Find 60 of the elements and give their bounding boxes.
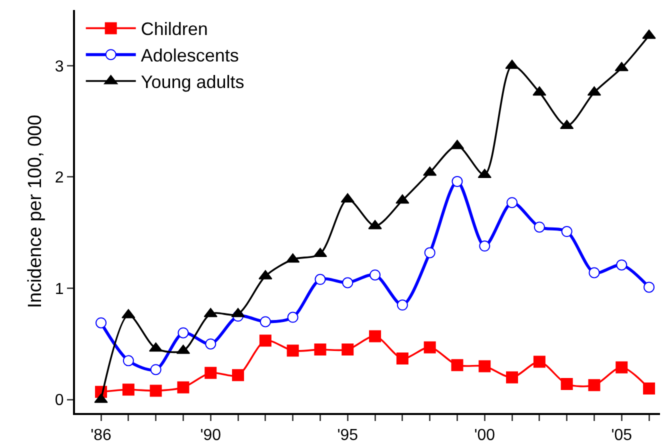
point — [204, 366, 217, 379]
x-tick-label: '95 — [337, 427, 358, 441]
point — [178, 327, 189, 338]
legend-label: Adolescents — [140, 46, 239, 66]
point — [232, 369, 244, 382]
x-tick-label: '90 — [200, 427, 222, 441]
y-tick-label: 2 — [54, 170, 64, 187]
point — [396, 352, 408, 364]
x-tick-label: '86 — [90, 427, 112, 441]
point — [534, 222, 545, 233]
point — [96, 317, 107, 328]
point — [231, 308, 245, 318]
point — [287, 312, 298, 323]
point — [314, 344, 326, 356]
point — [616, 361, 628, 374]
y-tick-label: 3 — [54, 58, 64, 76]
point — [643, 382, 656, 395]
point — [588, 267, 600, 278]
point — [561, 226, 572, 238]
point — [506, 197, 518, 208]
point — [616, 259, 628, 270]
point — [122, 355, 134, 366]
point — [150, 364, 162, 376]
point — [533, 356, 546, 368]
point — [614, 62, 628, 72]
point — [506, 371, 518, 384]
point — [560, 378, 573, 390]
y-tick-label: 1 — [54, 280, 64, 298]
point — [478, 168, 492, 178]
point — [369, 330, 382, 342]
point — [314, 274, 326, 285]
point — [451, 359, 464, 372]
point — [424, 341, 436, 354]
point — [370, 269, 381, 280]
point — [177, 381, 190, 394]
legend-label: Young adults — [140, 72, 244, 92]
x-tick-label: '05 — [611, 427, 632, 441]
legend-label: Children — [140, 19, 208, 40]
point — [342, 344, 354, 356]
point — [368, 220, 382, 230]
point — [396, 194, 410, 204]
point — [122, 384, 134, 396]
point — [259, 334, 272, 347]
x-tick-label: '00 — [474, 427, 496, 441]
y-axis-title: Incidence per 100, 000 — [25, 114, 46, 308]
point — [478, 360, 491, 372]
point — [286, 344, 299, 357]
point — [532, 86, 546, 96]
point — [424, 247, 436, 258]
point — [644, 282, 655, 293]
point — [204, 308, 218, 318]
y-tick-label: 0 — [54, 392, 64, 410]
point — [150, 384, 162, 397]
point — [260, 316, 271, 328]
point — [479, 240, 490, 252]
point — [588, 379, 600, 392]
point — [396, 300, 408, 311]
point — [452, 176, 463, 187]
point — [205, 338, 216, 350]
point — [342, 277, 354, 288]
